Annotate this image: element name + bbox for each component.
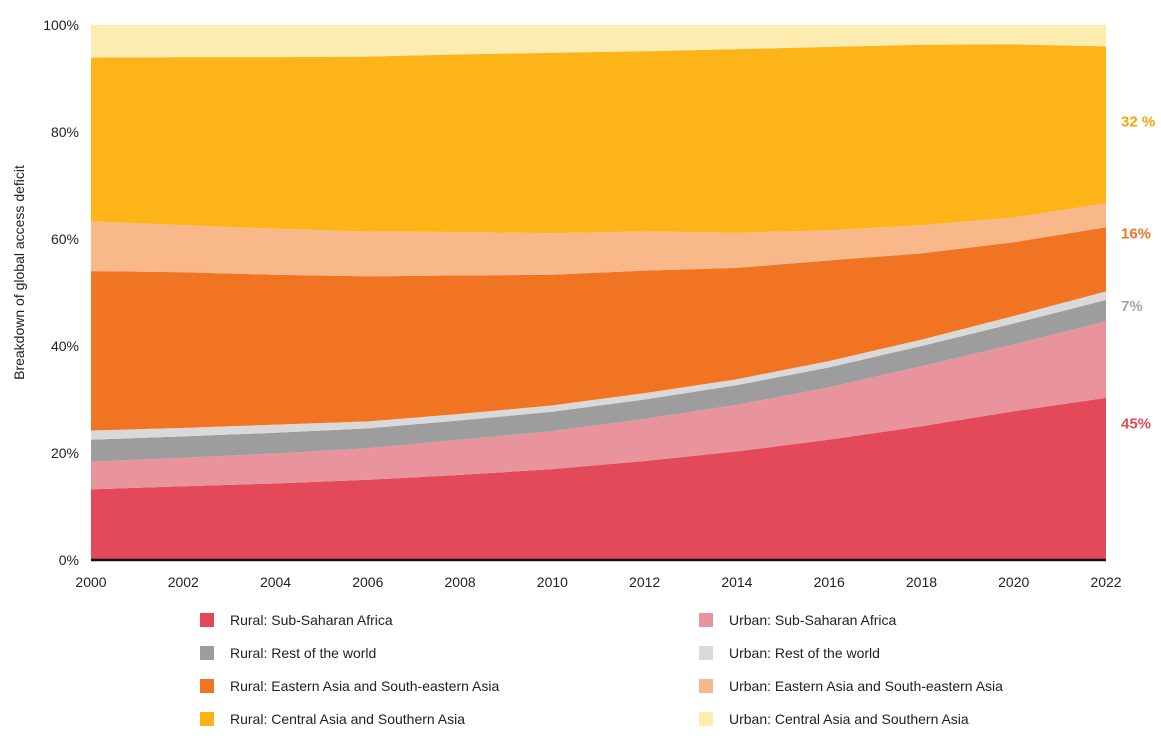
y-tick-label: 80% [51, 124, 79, 140]
area-urban-sub-saharan-africa [91, 321, 1106, 490]
x-tick-label: 2012 [629, 574, 660, 590]
x-tick-label: 2006 [352, 574, 383, 590]
y-tick-label: 60% [51, 231, 79, 247]
y-tick-label: 20% [51, 445, 79, 461]
x-tick-label: 2016 [814, 574, 845, 590]
area-rural-central-asia-and-southern-asia [91, 44, 1106, 234]
area-urban-central-asia-and-southern-asia [91, 25, 1106, 58]
y-axis-label: Breakdown of global access deficit [11, 165, 27, 380]
x-tick-label: 2014 [721, 574, 752, 590]
area-rural-eastern-asia-and-south-eastern-asia [91, 227, 1106, 431]
x-tick-label: 2000 [75, 574, 106, 590]
x-tick-label: 2010 [537, 574, 568, 590]
end-value-label: 45% [1121, 416, 1151, 433]
area-urban-eastern-asia-and-south-eastern-asia [91, 203, 1106, 277]
end-value-label: 16% [1121, 226, 1151, 243]
x-tick-label: 2022 [1090, 574, 1121, 590]
x-tick-label: 2018 [906, 574, 937, 590]
x-tick-label: 2004 [260, 574, 291, 590]
y-tick-label: 40% [51, 338, 79, 354]
y-tick-label: 0% [59, 552, 79, 568]
x-tick-label: 2020 [998, 574, 1029, 590]
end-value-labels: 32 % 16% 7% 45% [1121, 113, 1155, 432]
y-tick-label: 100% [43, 17, 79, 33]
x-tick-label: 2002 [168, 574, 199, 590]
x-tick-label: 2008 [445, 574, 476, 590]
x-axis-ticks: 2000 2002 2004 2006 2008 2010 2012 2014 2016 2018… [75, 574, 1121, 590]
y-axis-ticks: 0% 20% 40% 60% 80% 100% [43, 17, 79, 568]
end-value-label: 7% [1121, 298, 1143, 315]
area-layers [91, 25, 1106, 560]
area-rural-rest-of-the-world [91, 300, 1106, 462]
area-rural-sub-saharan-africa [91, 397, 1106, 560]
end-value-label: 32 % [1121, 113, 1155, 130]
